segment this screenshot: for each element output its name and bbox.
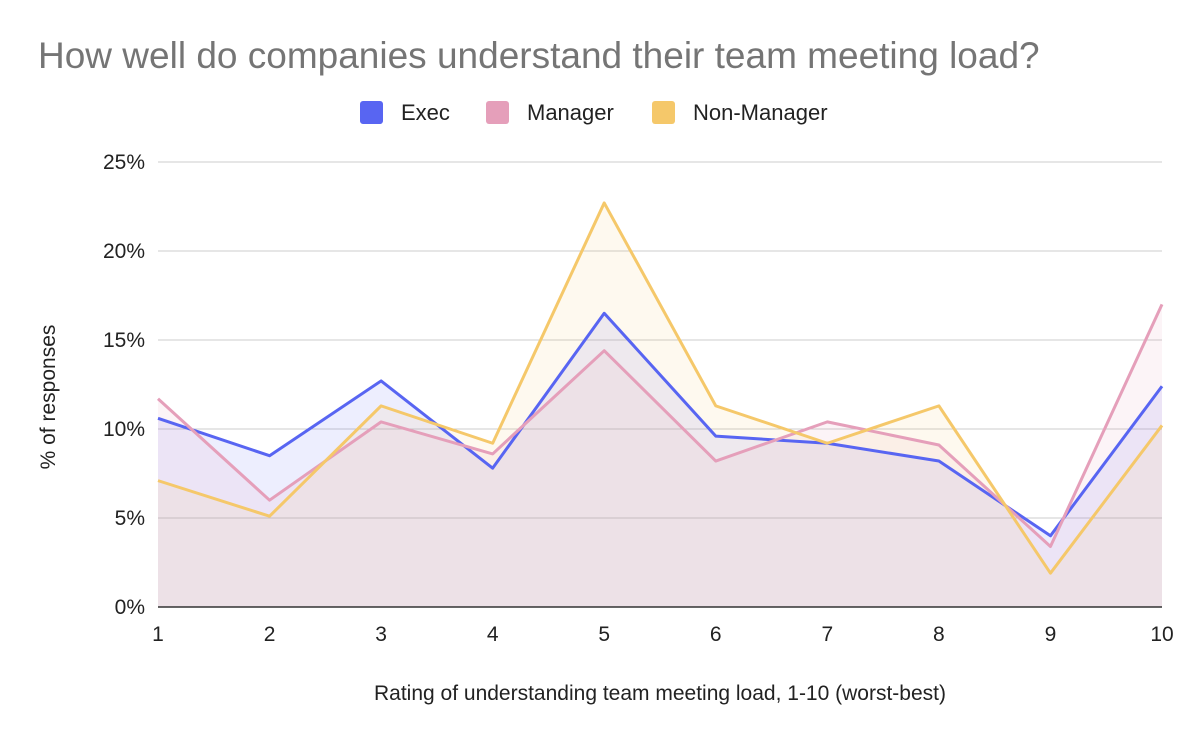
x-tick-label: 1 (152, 623, 164, 646)
x-tick-label: 5 (598, 623, 610, 646)
y-tick-label: 15% (103, 329, 145, 352)
legend: Exec Manager Non-Manager (360, 100, 828, 125)
chart-title: How well do companies understand their t… (38, 35, 1040, 76)
y-axis-title: % of responses (37, 325, 60, 470)
y-tick-label: 25% (103, 151, 145, 174)
x-tick-label: 2 (264, 623, 276, 646)
y-tick-label: 5% (115, 507, 145, 530)
legend-item-exec: Exec (360, 100, 450, 125)
gridlines (158, 161, 1162, 519)
legend-swatch (360, 101, 383, 124)
x-axis-title: Rating of understanding team meeting loa… (374, 682, 946, 705)
non-manager-line (157, 201, 1164, 575)
legend-label: Non-Manager (693, 100, 828, 125)
y-tick-label: 10% (103, 418, 145, 441)
legend-swatch (486, 101, 509, 124)
x-tick-label: 10 (1150, 623, 1173, 646)
x-tick-label: 3 (375, 623, 387, 646)
exec-line (157, 311, 1164, 538)
legend-label: Manager (527, 100, 614, 125)
legend-item-manager: Manager (486, 100, 614, 125)
manager-area (158, 304, 1162, 607)
x-tick-label: 6 (710, 623, 722, 646)
legend-swatch (652, 101, 675, 124)
x-tick-label: 9 (1045, 623, 1057, 646)
series-lines (156, 201, 1164, 575)
legend-item-non-manager: Non-Manager (652, 100, 828, 125)
y-tick-label: 20% (103, 240, 145, 263)
legend-label: Exec (401, 100, 450, 125)
x-tick-label: 8 (933, 623, 945, 646)
exec-area (158, 313, 1162, 607)
y-tick-label: 0% (115, 596, 145, 619)
x-tick-label: 4 (487, 623, 499, 646)
x-axis-ticks: 1 2 3 4 5 6 7 8 9 10 (152, 623, 1174, 646)
x-tick-label: 7 (821, 623, 833, 646)
y-axis-ticks: 0% 5% 10% 15% 20% 25% (103, 151, 145, 619)
